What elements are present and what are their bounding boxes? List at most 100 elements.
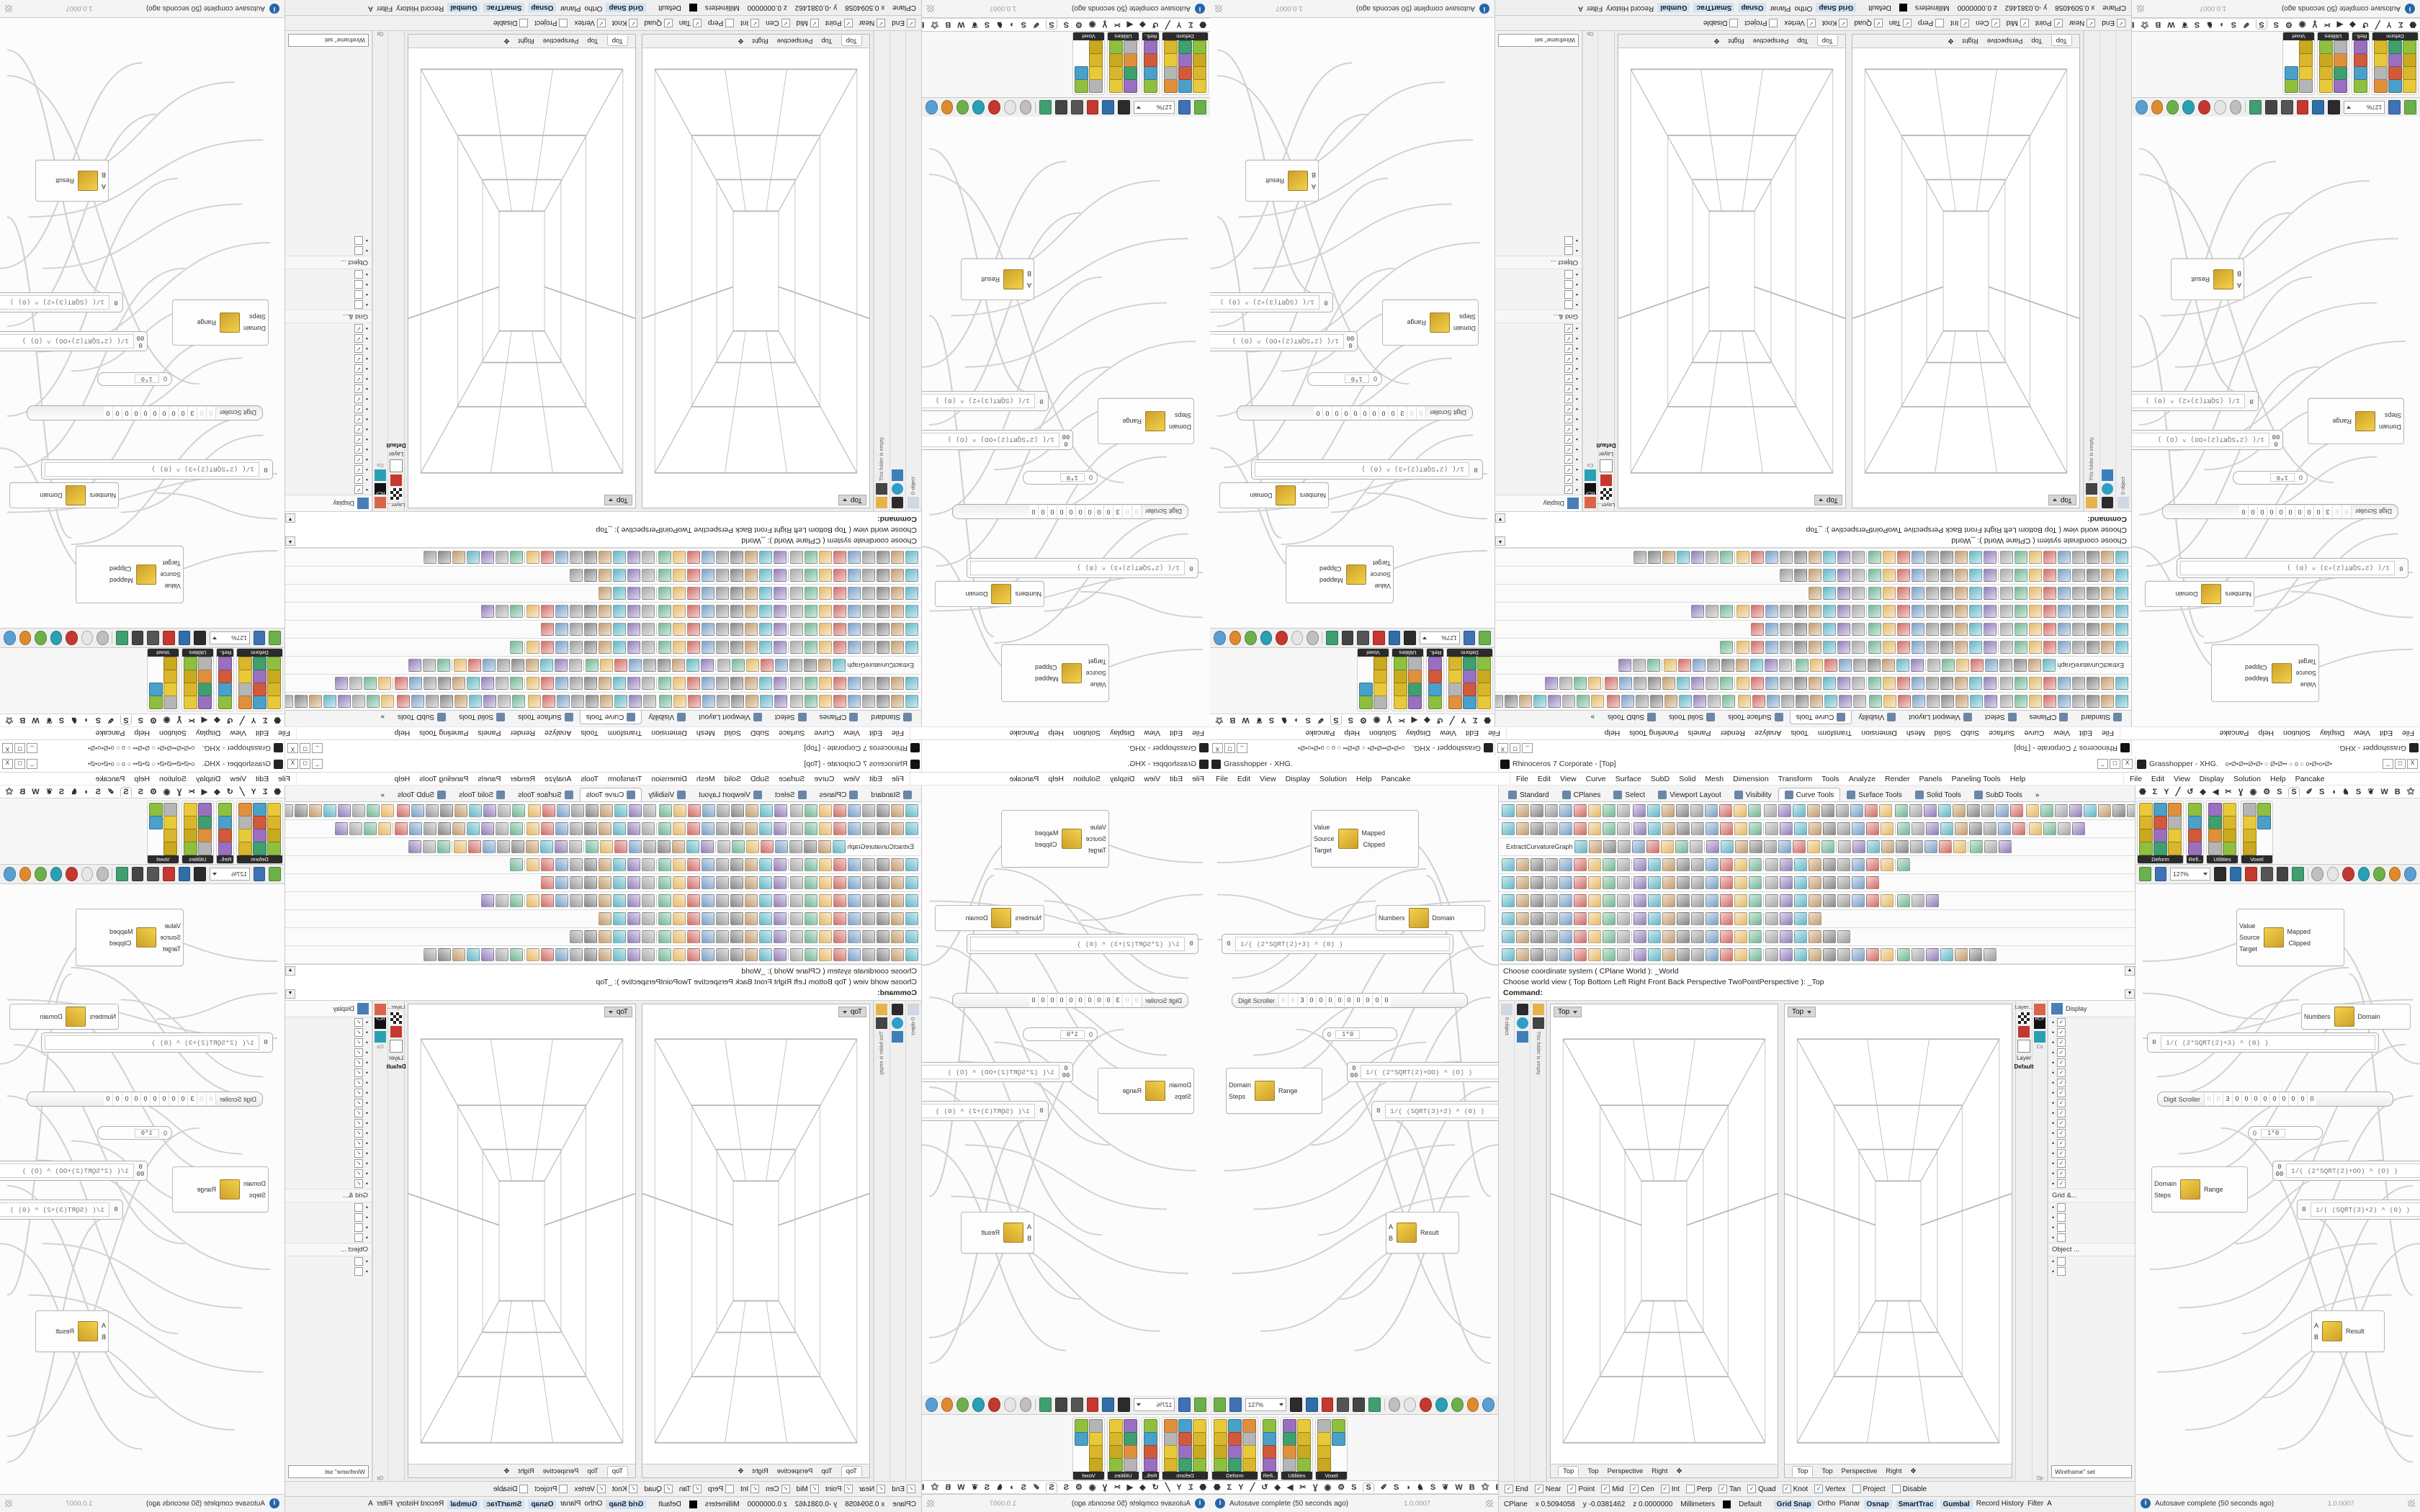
rhino-tool-icon[interactable] (2115, 605, 2128, 618)
rhino-tool-icon[interactable] (2029, 695, 2042, 708)
render-strip[interactable] (889, 31, 905, 511)
osnap-end-checkbox[interactable]: ✓ (907, 1485, 915, 1493)
gh-scroller-digit-6[interactable]: 0 (150, 407, 160, 419)
gh-component-icon[interactable] (2354, 40, 2367, 54)
times-icon[interactable] (2322, 1321, 2343, 1341)
rhino-tool-icon[interactable] (627, 822, 640, 835)
scroll-down-button[interactable]: ▼ (1495, 513, 1505, 523)
gh-scroller-digit-8[interactable]: 0 (1353, 994, 1363, 1007)
rhino-tool-icon[interactable] (905, 894, 918, 907)
gh-scroller-digit-4[interactable]: 0 (2241, 1093, 2251, 1105)
rhino-tool-icon[interactable] (819, 948, 832, 961)
gh-category-tab-4[interactable]: ↺ (1152, 20, 1159, 29)
rhino-tool-icon[interactable] (686, 659, 700, 672)
green-sphere-icon[interactable] (1245, 631, 1257, 645)
display-option-checkbox[interactable]: ✓ (354, 384, 363, 393)
rhino-tool-icon[interactable] (1502, 948, 1515, 961)
gh-category-tab-14[interactable]: S (1021, 20, 1027, 30)
bake-icon[interactable] (163, 631, 175, 645)
viewport-tab-top-1[interactable]: Top (821, 1467, 833, 1475)
rhino-tool-icon[interactable] (1809, 948, 1821, 961)
rhino-tool-icon[interactable] (1588, 876, 1601, 889)
units-label[interactable]: Millimeters (1680, 1500, 1716, 1508)
rhino-menu-item-file[interactable]: File (892, 774, 904, 783)
display-option-row[interactable]: • ✓ (2048, 1078, 2135, 1088)
gh-category-tab-0[interactable]: ⬣ (1199, 20, 1206, 29)
gh-category-tab-22[interactable]: E (2132, 21, 2135, 30)
gh-expression-text[interactable]: 1/( (2*SQRT(2)+3) ^ (0) ) (2180, 561, 2395, 575)
gh-menu-item-left-view[interactable]: View (2354, 729, 2370, 738)
rhino-tool-icon[interactable] (1545, 930, 1558, 943)
osnap-end-checkbox[interactable]: ✓ (2117, 19, 2125, 27)
shaded-sphere-icon[interactable] (97, 867, 109, 881)
viewport-tab-perspective-2[interactable]: Perspective (1841, 1467, 1878, 1475)
rhino-tool-icon[interactable] (1516, 876, 1529, 889)
rhino-menu-item-render[interactable]: Render (1720, 729, 1745, 738)
rhino-tool-icon[interactable] (1662, 948, 1675, 961)
gh-input-domain[interactable]: Domain (1168, 423, 1191, 431)
gh-param-pill-mult[interactable]: 0 1*0 (1307, 372, 1382, 386)
gh-component-icon[interactable] (238, 816, 252, 829)
display-option-row[interactable]: • (1495, 246, 1582, 256)
rhino-tool-icon[interactable] (352, 695, 365, 708)
rhino-tool-icon[interactable] (541, 858, 554, 871)
rhino-menu-item-transform[interactable]: Transform (607, 729, 642, 738)
rhino-tool-icon[interactable] (1706, 551, 1718, 564)
gh-output-mapped[interactable]: Mapped (2287, 928, 2311, 935)
gh-component-icon[interactable] (1075, 1419, 1088, 1433)
rhino-menu-item-file[interactable]: File (892, 729, 904, 738)
gh-category-tab-9[interactable]: ◉ (2298, 20, 2306, 29)
rhino-tool-icon[interactable] (1633, 804, 1646, 817)
add-viewport-icon[interactable]: ✥ (738, 37, 744, 45)
rhino-tool-icon[interactable] (555, 677, 568, 690)
rhino-tool-icon[interactable] (1837, 930, 1850, 943)
rhino-tool-icon[interactable] (1531, 912, 1543, 925)
menu-bar-row[interactable]: File Edit View Display Solution Help Pancake F… (1210, 726, 2420, 739)
rhino-tool-icon[interactable] (833, 587, 846, 600)
rhino-tool-icon[interactable] (1748, 804, 1761, 817)
rhino-menu-item-view[interactable]: View (843, 729, 860, 738)
gh-menu-item-left-help[interactable]: Help (1355, 774, 1372, 783)
add-viewport-icon[interactable]: ✥ (503, 37, 510, 45)
viewport-left-label[interactable]: Top (838, 495, 866, 505)
gh-input-target[interactable]: Target (1088, 847, 1106, 854)
gh-output-mapped[interactable]: Mapped (2244, 675, 2269, 683)
status-toggle-gumbal[interactable]: Gumbal (447, 3, 480, 12)
rhino-tool-icon[interactable] (1706, 840, 1719, 853)
rhino-tool-icon[interactable] (1779, 659, 1793, 672)
rhino-tool-icon[interactable] (1648, 876, 1661, 889)
gh-category-tab-2[interactable]: Υ (251, 716, 256, 725)
rhino-tool-icon[interactable] (1794, 641, 1807, 654)
gh-category-tab-2[interactable]: Υ (2164, 787, 2169, 796)
rhino-tool-icon[interactable] (905, 695, 918, 708)
library-strip[interactable]: This folder is empty. (2084, 31, 2099, 511)
gh-component-icon[interactable] (1144, 1432, 1157, 1446)
rhino-tool-icon[interactable] (1940, 677, 1953, 690)
viewport-right-tabs[interactable]: Top Top Perspective Right ✥ (1618, 35, 1845, 48)
gh-expression-text[interactable]: 1/( (SQRT(3)+2) ^ (0) ) (922, 1104, 1035, 1118)
document-icon[interactable] (1070, 1398, 1083, 1412)
rhino-tool-icon[interactable] (774, 677, 786, 690)
command-history-scrollbar[interactable]: ▲ ▼ (1495, 513, 1505, 546)
status-toggle-osnap[interactable]: Osnap (528, 1500, 557, 1509)
ghosted-sphere-icon[interactable] (1003, 1398, 1016, 1412)
gh-component-icon[interactable] (149, 816, 163, 829)
rhino-tab-select[interactable]: Select (1607, 788, 1652, 801)
rhino-tool-icon[interactable] (1734, 840, 1748, 853)
rhino-tool-icon[interactable] (790, 551, 803, 564)
osnap-near[interactable]: ✓ Near (1534, 1485, 1561, 1493)
rhino-tool-icon[interactable] (1648, 822, 1661, 835)
gh-component-ribbon-left[interactable]: Deform Refi.. Utilities Voxel (1210, 1415, 1498, 1481)
gh-category-tab-16[interactable]: ♞ (71, 788, 79, 796)
rhino-tool-icon[interactable] (1690, 804, 1703, 817)
rhino-tool-icon[interactable] (833, 623, 846, 636)
gh-output-result[interactable]: Result (55, 1328, 74, 1335)
gh-scroller-digit-6[interactable]: 0 (1360, 407, 1370, 419)
rhino-tool-icon[interactable] (1636, 695, 1649, 708)
object-option-checkbox[interactable] (354, 246, 363, 255)
rhino-tool-icon[interactable] (789, 840, 803, 853)
osnap-int-checkbox[interactable]: ✓ (750, 19, 760, 27)
rhino-tool-icon[interactable] (1912, 948, 1924, 961)
rhino-tool-icon[interactable] (1806, 840, 1820, 853)
layer-color-swatch[interactable] (689, 4, 697, 12)
